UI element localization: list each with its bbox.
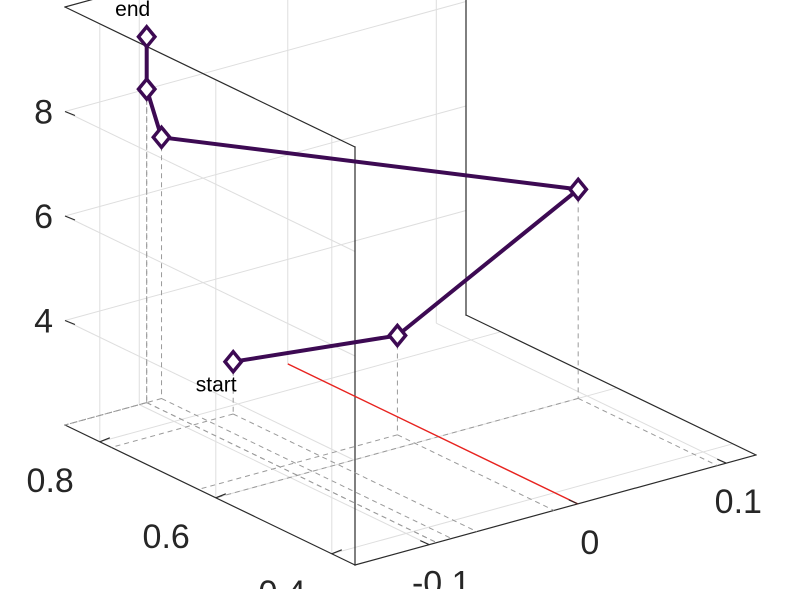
left-wall-gridline-z (64, 215, 356, 357)
annotation-start: start (196, 374, 237, 397)
drop-line-to-front (397, 434, 555, 511)
y-tick-label: 0.6 (143, 518, 190, 556)
z-tick-label: 4 (34, 303, 53, 341)
drop-line-to-left (64, 398, 162, 426)
y-tick-mark (99, 437, 111, 443)
diamond-marker (386, 322, 408, 349)
back-wall-gridline-z (64, 210, 467, 321)
drop-line-to-front (161, 398, 452, 539)
floor-gridline-x (436, 322, 727, 464)
series-layer (136, 24, 589, 375)
tick-layer: -0.1 0 0.1 0.4 0.6 0.8 4 6 8 (27, 94, 762, 589)
back-wall-gridline-z (64, 105, 467, 217)
x-tick-mark (420, 540, 430, 546)
y-tick-label: 0.8 (27, 462, 74, 500)
z-tick-label: 8 (34, 94, 53, 132)
drop-line-to-left (111, 413, 234, 448)
z-tick-mark (64, 215, 76, 221)
annotation-end: end (115, 0, 150, 21)
diamond-marker (567, 176, 589, 203)
x-tick-label: 0.1 (715, 483, 762, 521)
axes-box (64, 0, 757, 566)
drop-lines (64, 36, 718, 544)
x-tick-mark (717, 458, 727, 464)
reference-line-layer (287, 363, 579, 505)
series-line (144, 36, 581, 364)
box-edge (64, 424, 356, 566)
z-tick-mark (64, 319, 76, 326)
grid-layer (64, 0, 733, 555)
floor-gridline-y (331, 443, 733, 555)
y-tick-mark (331, 549, 343, 555)
box-edge (465, 314, 757, 456)
y-tick-mark (215, 493, 227, 499)
diamond-marker (222, 348, 244, 375)
drop-line-to-front (577, 397, 718, 467)
z-tick-label: 6 (34, 198, 53, 236)
x-tick-label: -0.1 (412, 565, 471, 589)
annotation-layer: start end (115, 0, 237, 397)
left-wall-gridline-z (64, 111, 356, 252)
x-tick-mark (568, 499, 579, 505)
drop-line-to-left (198, 434, 398, 490)
y-tick-label: 0.4 (259, 574, 306, 589)
box-edge (354, 454, 757, 566)
reference-line (287, 363, 579, 505)
drop-line-to-front (232, 413, 478, 533)
back-wall-gridline-z (64, 1, 467, 112)
floor-gridline-y (99, 331, 501, 443)
z-tick-mark (64, 110, 76, 117)
diamond-marker (136, 76, 158, 102)
diamond-marker (151, 124, 172, 151)
drop-line-to-front (146, 402, 437, 544)
diamond-marker (136, 24, 158, 50)
left-wall-gridline-z (64, 320, 356, 461)
floor-gridline-x (139, 404, 430, 546)
box-edge (64, 6, 356, 148)
x-tick-label: 0 (580, 524, 599, 562)
